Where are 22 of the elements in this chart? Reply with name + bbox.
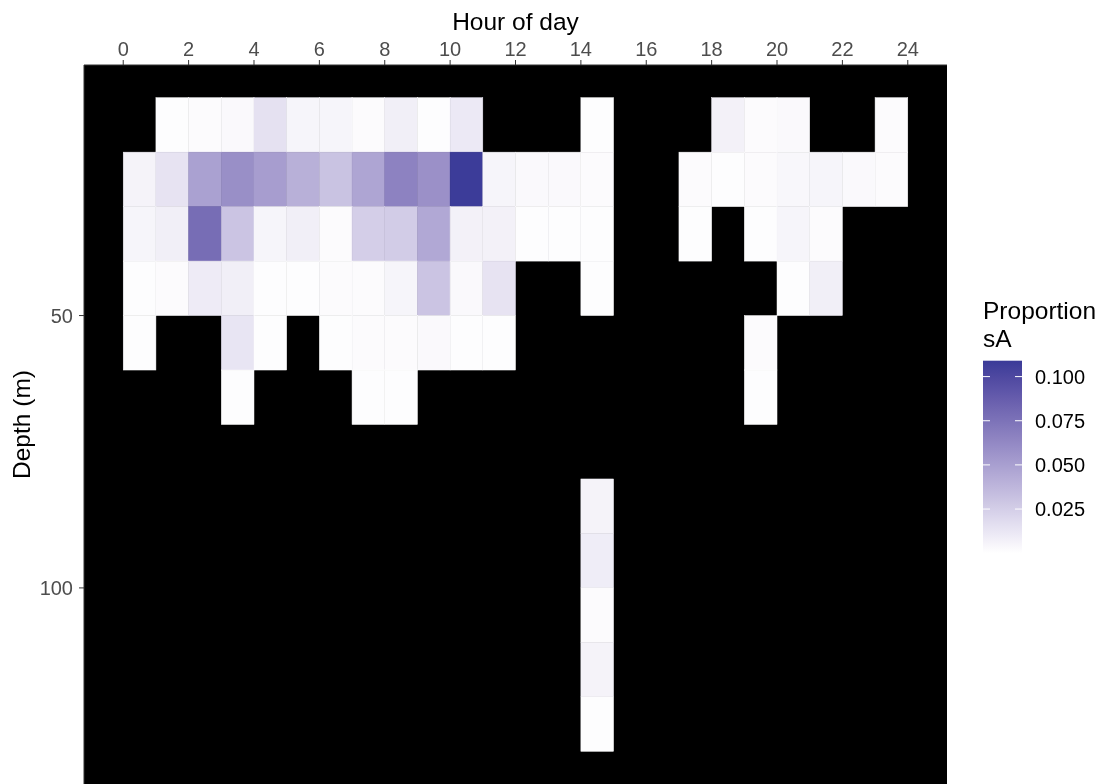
x-tick-label: 12 [504, 38, 527, 60]
x-tick-label: 16 [635, 38, 658, 60]
y-tick-label: 50 [50, 304, 73, 327]
x-tick-label: 2 [183, 38, 195, 60]
x-tick-label: 8 [379, 38, 391, 60]
x-tick-label: 18 [700, 38, 723, 60]
x-tick-label: 6 [313, 38, 325, 60]
y-axis-title: Depth (m) [7, 370, 35, 479]
x-axis-title: Hour of day [452, 8, 580, 36]
x-tick-label: 0 [117, 38, 129, 60]
x-tick-label: 24 [896, 38, 919, 60]
x-tick-label: 22 [831, 38, 854, 60]
x-tick-label: 10 [439, 38, 462, 60]
x-tick-label: 4 [248, 38, 260, 60]
color-bar-label: 0.050 [1035, 454, 1086, 477]
color-bar-label: 0.075 [1035, 409, 1086, 432]
y-tick-label: 100 [39, 577, 73, 600]
x-tick-label: 14 [569, 38, 592, 60]
color-bar-title: Proportion sA [983, 297, 1098, 353]
color-bar-label: 0.025 [1035, 498, 1086, 521]
x-tick-label: 20 [765, 38, 789, 60]
color-bar-label: 0.100 [1035, 365, 1086, 388]
